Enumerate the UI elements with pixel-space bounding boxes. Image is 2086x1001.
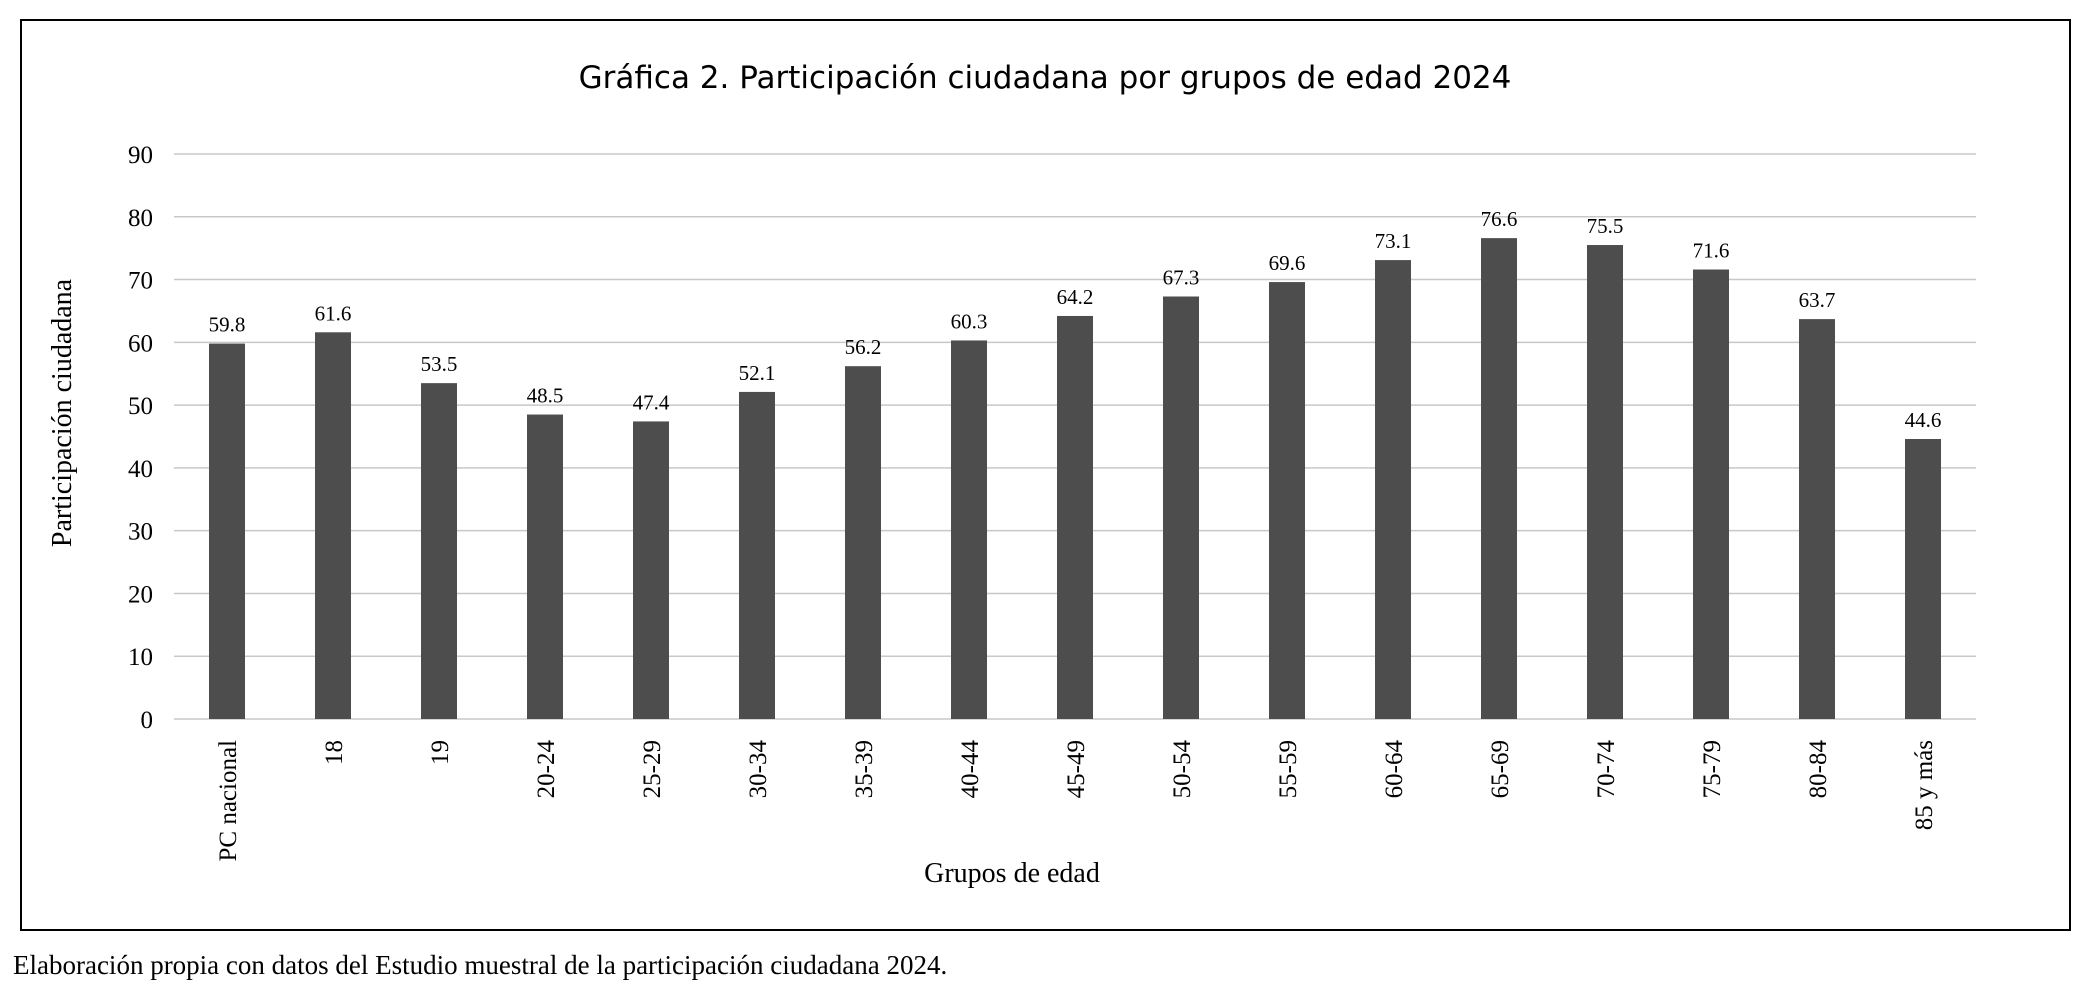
bar	[1905, 439, 1941, 719]
x-tick-label: 45-49	[1063, 740, 1090, 798]
bar	[421, 383, 457, 719]
bar	[633, 421, 669, 719]
bar	[1799, 319, 1835, 719]
data-label: 73.1	[1375, 229, 1412, 253]
x-tick-label: 75-79	[1699, 740, 1726, 798]
y-tick-label: 90	[128, 142, 153, 169]
data-label: 53.5	[421, 352, 458, 376]
bar	[739, 391, 775, 719]
y-tick-label: 40	[128, 456, 153, 483]
data-label: 47.4	[633, 390, 670, 414]
x-tick-label: 20-24	[533, 740, 560, 799]
x-tick-label: 19	[427, 740, 454, 765]
bar	[1269, 282, 1305, 719]
y-tick-label: 70	[128, 268, 153, 295]
y-tick-label: 80	[128, 205, 153, 232]
chart-title: Gráfica 2. Participación ciudadana por g…	[579, 60, 1512, 96]
data-label: 56.2	[845, 335, 882, 359]
y-tick-label: 60	[128, 330, 153, 357]
data-label: 48.5	[527, 384, 564, 408]
data-label: 44.6	[1905, 408, 1942, 432]
data-label: 64.2	[1057, 285, 1094, 309]
chart-frame	[20, 19, 2071, 931]
y-tick-label: 50	[128, 393, 153, 420]
bar	[1481, 238, 1517, 719]
x-tick-label: 35-39	[851, 740, 878, 798]
data-label: 71.6	[1693, 239, 1730, 263]
x-tick-label: 80-84	[1805, 740, 1832, 799]
data-label: 75.5	[1587, 214, 1624, 238]
data-label: 69.6	[1269, 251, 1306, 275]
data-label: 61.6	[315, 301, 352, 325]
x-tick-label: 18	[321, 740, 348, 765]
bar	[527, 414, 563, 719]
x-tick-label: PC nacional	[215, 740, 242, 862]
x-tick-label: 60-64	[1381, 740, 1408, 799]
y-tick-label: 20	[128, 581, 153, 608]
data-label: 67.3	[1163, 266, 1200, 290]
x-tick-label: 40-44	[957, 740, 984, 799]
footnote: Elaboración propia con datos del Estudio…	[13, 950, 948, 980]
gridlines	[174, 153, 1976, 720]
bar	[1587, 245, 1623, 719]
bar	[1375, 260, 1411, 719]
bars	[209, 238, 1941, 719]
data-label: 59.8	[209, 313, 246, 337]
y-axis-ticks: 0 10 20 30 40 50 60 70 80 90	[128, 142, 153, 734]
x-tick-label: 85 y más	[1911, 740, 1938, 830]
x-tick-label: 30-34	[745, 740, 772, 799]
data-label: 52.1	[739, 361, 776, 385]
y-tick-label: 0	[141, 707, 154, 734]
x-axis-label: Grupos de edad	[924, 858, 1100, 889]
bar	[1693, 269, 1729, 719]
bar	[951, 340, 987, 719]
bar	[1057, 315, 1093, 719]
bar	[209, 343, 245, 719]
data-label: 76.6	[1481, 207, 1518, 231]
x-tick-label: 70-74	[1593, 740, 1620, 799]
data-label: 60.3	[951, 309, 988, 333]
data-label: 63.7	[1799, 288, 1836, 312]
y-axis-label: Participación ciudadana	[47, 278, 78, 547]
x-axis-ticks: PC nacional 18 19 20-24 25-29 30-34 35-39 40-44…	[215, 740, 1938, 862]
x-tick-label: 55-59	[1275, 740, 1302, 798]
x-tick-label: 50-54	[1169, 740, 1196, 799]
bar	[845, 366, 881, 719]
y-tick-label: 30	[128, 519, 153, 546]
data-labels: 59.8 61.6 53.5 48.5 47.4 52.1 56.2 60.3 64.2 67.3…	[209, 207, 1942, 432]
x-tick-label: 25-29	[639, 740, 666, 798]
y-tick-label: 10	[128, 644, 153, 671]
bar	[315, 332, 351, 719]
x-tick-label: 65-69	[1487, 740, 1514, 798]
bar	[1163, 296, 1199, 719]
